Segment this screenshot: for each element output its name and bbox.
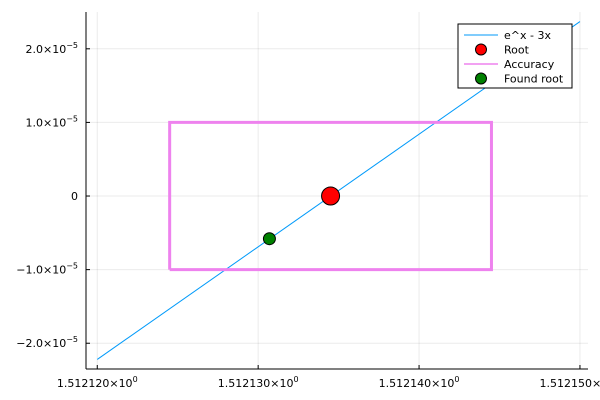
x-tick-label-1: 1.512130×100	[218, 375, 299, 390]
y-tick-label-4: −2.0×10−5	[16, 335, 78, 350]
y-tick-label-3: −1.0×10−5	[16, 262, 78, 277]
series-line-2	[168, 120, 493, 272]
x-tick-label-0: 1.512120×100	[57, 375, 138, 390]
series-point-1-0	[321, 186, 341, 206]
legend-swatch-1	[475, 43, 487, 56]
legend-label-0: e^x - 3x	[504, 29, 551, 42]
legend-label-1: Root	[504, 44, 530, 57]
legend-swatch-3	[475, 72, 487, 85]
axes	[85, 12, 588, 370]
x-tick-label-2: 1.512140×100	[379, 375, 460, 390]
y-tick-label-1: 1.0×10−5	[25, 114, 78, 129]
y-tick-label-0: 2.0×10−5	[25, 41, 78, 56]
tick-labels: 1.512120×100 1.512130×100 1.512140×100 1.51…	[16, 41, 600, 390]
x-tick-label-3: 1.512150×100	[540, 375, 600, 390]
series-point-3-0	[262, 232, 276, 246]
legend-label-3: Found root	[504, 73, 564, 86]
legend-label-2: Accuracy	[504, 58, 555, 71]
y-tick-label-2: 0	[71, 190, 78, 203]
